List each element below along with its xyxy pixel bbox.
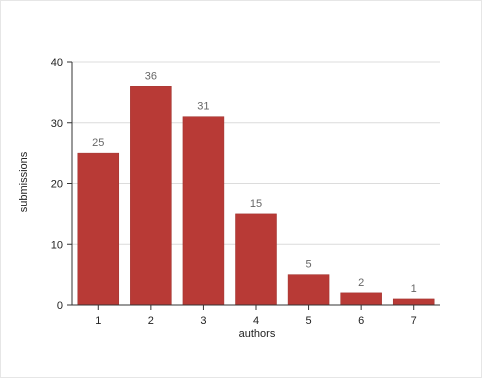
data-labels: 25 36 31 15 5 2 1 <box>92 70 417 295</box>
x-tick-label-5: 5 <box>306 315 312 327</box>
bar-2 <box>130 86 172 306</box>
data-label-6: 2 <box>358 277 364 289</box>
bar-6 <box>340 292 382 306</box>
x-tick-labels: 1 2 3 4 5 6 7 <box>95 315 417 327</box>
data-label-3: 31 <box>197 101 209 113</box>
y-axis-label: submissions <box>18 151 30 212</box>
x-axis-label: authors <box>239 328 276 340</box>
y-tick-label: 10 <box>51 239 63 251</box>
data-label-4: 15 <box>250 198 262 210</box>
y-tick-label: 20 <box>51 179 63 191</box>
data-label-7: 1 <box>411 283 417 295</box>
bar-1 <box>77 152 120 306</box>
x-tick-label-4: 4 <box>253 315 259 327</box>
y-tick-label: 30 <box>51 118 63 130</box>
x-tick-label-7: 7 <box>411 315 417 327</box>
axes <box>67 61 440 310</box>
x-tick-label-3: 3 <box>200 315 206 327</box>
bar-3 <box>182 116 225 306</box>
y-tick-label: 40 <box>51 57 63 69</box>
data-label-5: 5 <box>306 259 312 271</box>
y-tick-label: 0 <box>57 300 63 312</box>
bar-4 <box>235 213 277 306</box>
x-tick-label-2: 2 <box>148 315 154 327</box>
data-label-2: 36 <box>145 70 157 82</box>
bar-7 <box>392 298 435 306</box>
bars <box>77 86 435 306</box>
y-tick-labels: 0 10 20 30 40 <box>51 57 63 312</box>
x-tick-label-1: 1 <box>95 315 101 327</box>
data-label-1: 25 <box>92 137 104 149</box>
bar-5 <box>287 274 330 306</box>
x-tick-label-6: 6 <box>358 315 364 327</box>
